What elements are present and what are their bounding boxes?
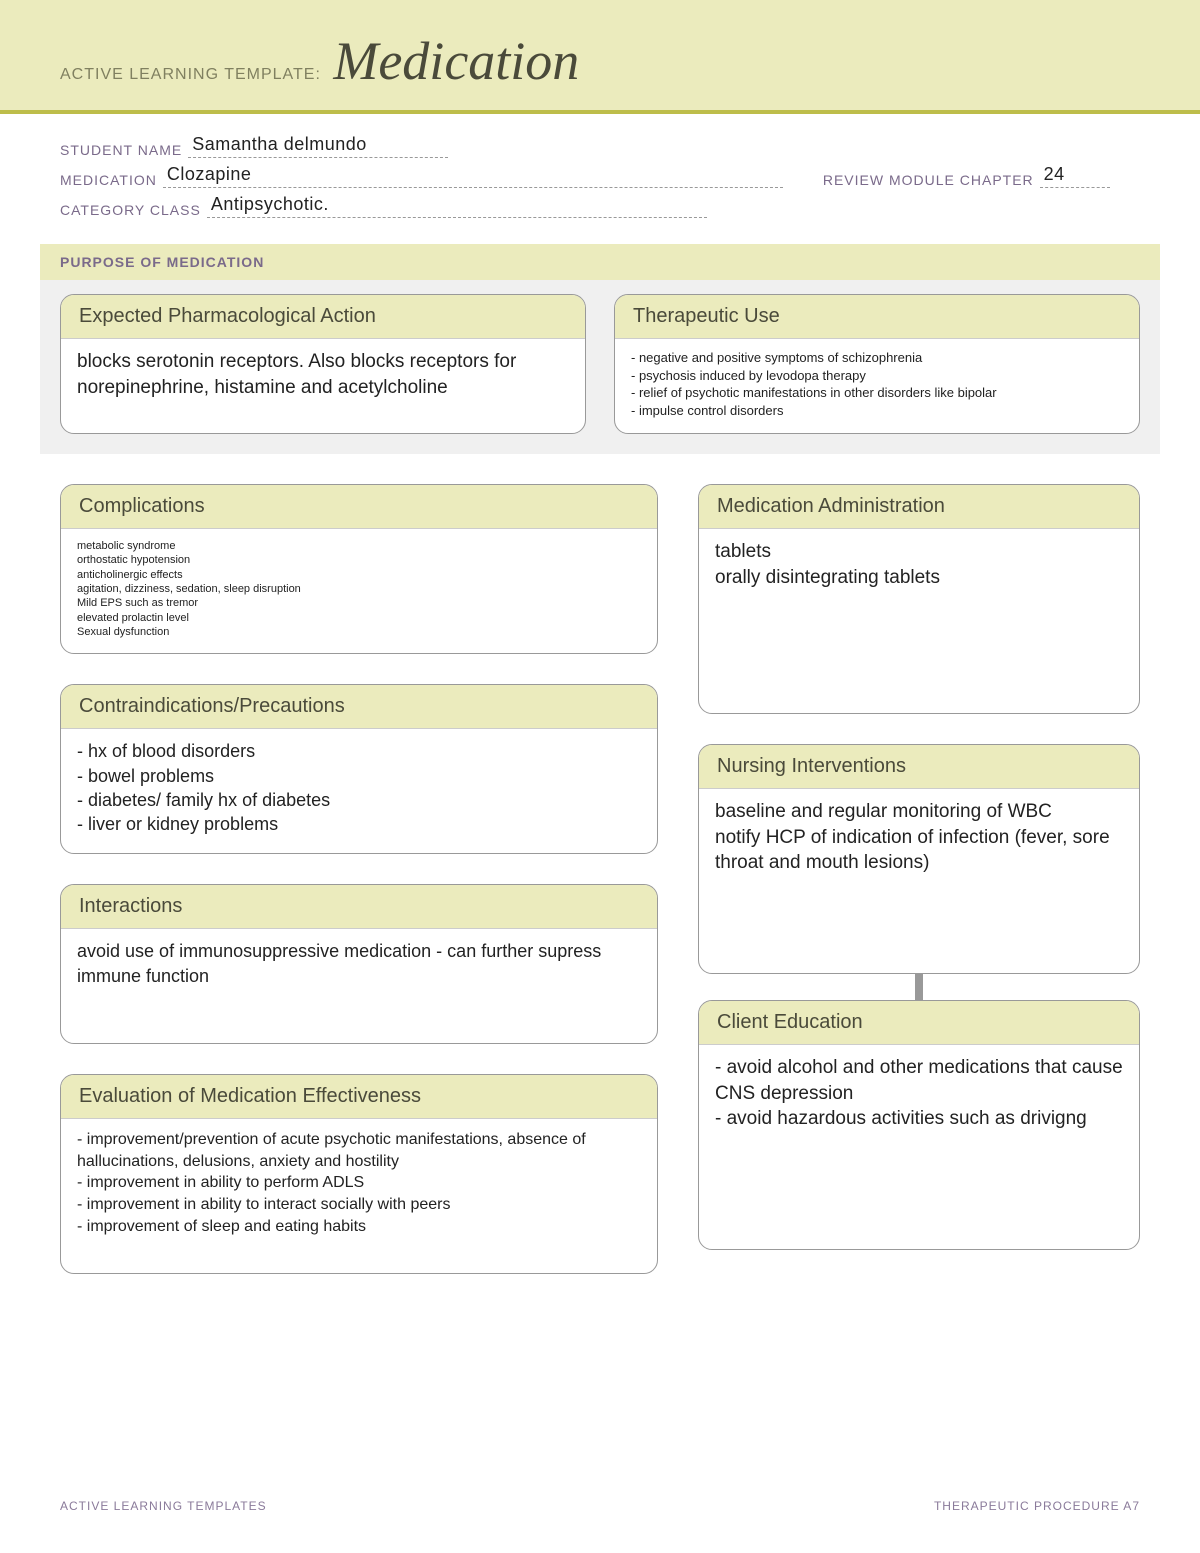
page: ACTIVE LEARNING TEMPLATE: Medication STU… — [0, 0, 1200, 1553]
student-name-label: STUDENT NAME — [60, 142, 188, 158]
pharm-action-title: Expected Pharmacological Action — [61, 295, 585, 339]
client-education-title: Client Education — [699, 1001, 1139, 1045]
student-name-value: Samantha delmundo — [188, 134, 448, 158]
category-value: Antipsychotic. — [207, 194, 707, 218]
right-column: Medication Administration tablets orally… — [698, 484, 1140, 1274]
purpose-header: PURPOSE OF MEDICATION — [40, 244, 1160, 280]
therapeutic-use-card: Therapeutic Use - negative and positive … — [614, 294, 1140, 434]
complications-card: Complications metabolic syndrome orthost… — [60, 484, 658, 654]
client-education-body: - avoid alcohol and other medications th… — [699, 1045, 1139, 1249]
evaluation-body: - improvement/prevention of acute psycho… — [61, 1119, 657, 1273]
chapter-label: REVIEW MODULE CHAPTER — [823, 172, 1040, 188]
medication-admin-body: tablets orally disintegrating tablets — [699, 529, 1139, 713]
pharm-action-card: Expected Pharmacological Action blocks s… — [60, 294, 586, 434]
banner-label: ACTIVE LEARNING TEMPLATE: — [60, 66, 321, 84]
interactions-body: avoid use of immunosuppressive medicatio… — [61, 929, 657, 1043]
complications-title: Complications — [61, 485, 657, 529]
medication-value: Clozapine — [163, 164, 783, 188]
student-name-field: STUDENT NAME Samantha delmundo — [60, 134, 448, 158]
pharm-action-body: blocks serotonin receptors. Also blocks … — [61, 339, 585, 433]
medication-admin-card: Medication Administration tablets orally… — [698, 484, 1140, 714]
chapter-value: 24 — [1040, 164, 1110, 188]
contraindications-title: Contraindications/Precautions — [61, 685, 657, 729]
therapeutic-use-title: Therapeutic Use — [615, 295, 1139, 339]
therapeutic-use-body: - negative and positive symptoms of schi… — [615, 339, 1139, 433]
chapter-field: REVIEW MODULE CHAPTER 24 — [823, 164, 1110, 188]
footer-right: THERAPEUTIC PROCEDURE A7 — [934, 1499, 1140, 1513]
contraindications-body: - hx of blood disorders - bowel problems… — [61, 729, 657, 853]
interactions-card: Interactions avoid use of immunosuppress… — [60, 884, 658, 1044]
medication-label: MEDICATION — [60, 172, 163, 188]
category-label: CATEGORY CLASS — [60, 202, 207, 218]
purpose-section: PURPOSE OF MEDICATION Expected Pharmacol… — [40, 244, 1160, 454]
banner-title: Medication — [333, 30, 579, 92]
connector-line — [915, 974, 923, 1000]
nursing-interventions-card: Nursing Interventions baseline and regul… — [698, 744, 1140, 974]
nursing-interventions-body: baseline and regular monitoring of WBC n… — [699, 789, 1139, 973]
form-area: STUDENT NAME Samantha delmundo MEDICATIO… — [0, 114, 1200, 234]
client-education-card: Client Education - avoid alcohol and oth… — [698, 1000, 1140, 1250]
nursing-interventions-title: Nursing Interventions — [699, 745, 1139, 789]
medication-admin-title: Medication Administration — [699, 485, 1139, 529]
footer-left: ACTIVE LEARNING TEMPLATES — [60, 1499, 267, 1513]
contraindications-card: Contraindications/Precautions - hx of bl… — [60, 684, 658, 854]
banner: ACTIVE LEARNING TEMPLATE: Medication — [0, 0, 1200, 114]
category-field: CATEGORY CLASS Antipsychotic. — [60, 194, 707, 218]
main-grid: Complications metabolic syndrome orthost… — [0, 454, 1200, 1274]
left-column: Complications metabolic syndrome orthost… — [60, 484, 658, 1274]
interactions-title: Interactions — [61, 885, 657, 929]
medication-field: MEDICATION Clozapine — [60, 164, 783, 188]
evaluation-card: Evaluation of Medication Effectiveness -… — [60, 1074, 658, 1274]
complications-body: metabolic syndrome orthostatic hypotensi… — [61, 529, 657, 653]
footer: ACTIVE LEARNING TEMPLATES THERAPEUTIC PR… — [60, 1499, 1140, 1513]
evaluation-title: Evaluation of Medication Effectiveness — [61, 1075, 657, 1119]
